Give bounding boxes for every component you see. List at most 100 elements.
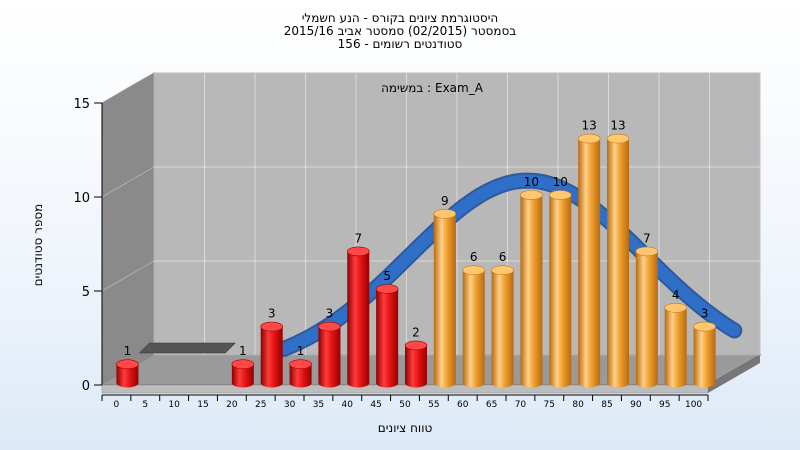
bar-body <box>693 326 716 388</box>
x-tick-label: 40 <box>342 400 354 410</box>
side-wall <box>101 72 155 386</box>
x-tick-label: 95 <box>659 400 670 410</box>
grid-line-side <box>101 72 155 104</box>
bar-body <box>376 289 399 388</box>
x-axis-title: טווח ציונים <box>378 421 433 435</box>
floor-edge-front <box>101 384 709 394</box>
x-tick-label: 5 <box>142 400 148 410</box>
x-tick-label: 10 <box>168 400 180 410</box>
x-tick-label: 0 <box>114 400 120 410</box>
bar <box>606 133 630 388</box>
bar-data-label: 3 <box>326 307 334 321</box>
bar-data-label: 13 <box>610 119 625 133</box>
bar <box>375 284 399 388</box>
bar <box>520 190 543 388</box>
grid-line-side <box>101 166 155 198</box>
bar-top <box>606 133 630 144</box>
title-line-3: סטודנטים רשומים - 156 <box>337 37 463 51</box>
bar-body <box>116 364 139 388</box>
bar-top <box>491 265 514 276</box>
title-line-2: בסמסטר (02/2015) סמסטר אביב 2015/16 <box>283 24 517 38</box>
bar-top <box>346 246 370 257</box>
bar <box>116 359 139 388</box>
bar-data-label: 6 <box>470 250 478 264</box>
bar-data-label: 3 <box>268 307 276 321</box>
bar-body <box>607 138 629 388</box>
bar-data-label: 7 <box>354 231 362 245</box>
bar-top <box>260 321 284 332</box>
bar-data-label: 7 <box>643 231 651 245</box>
bar <box>635 246 659 388</box>
bar-data-label: 10 <box>524 175 539 189</box>
x-tick-label: 75 <box>544 400 555 410</box>
bar-data-label: 13 <box>582 119 597 133</box>
x-tick-label: 80 <box>572 400 584 410</box>
bar-body <box>433 213 456 388</box>
bar-top <box>577 133 601 144</box>
empty-bins-strip <box>138 342 237 354</box>
bar <box>433 209 457 388</box>
y-axis-title: מספר סטודנטים <box>31 204 45 287</box>
bar-top <box>433 209 457 219</box>
bar-top <box>375 284 399 294</box>
bar-data-label: 1 <box>124 344 132 358</box>
bar <box>289 359 312 388</box>
bar-body <box>549 195 572 388</box>
bar-top <box>116 359 139 370</box>
x-tick-label: 100 <box>685 400 702 410</box>
bar <box>491 265 514 388</box>
bar <box>318 321 341 388</box>
floor-edge-right <box>708 355 760 393</box>
bar <box>404 340 428 388</box>
chart-title: היסטוגרמת ציונים בקורס - הנע חשמלי בסמסט… <box>200 12 600 51</box>
x-tick-label: 55 <box>428 400 439 410</box>
x-tick-label: 50 <box>399 400 411 410</box>
y-tick-label: 0 <box>82 379 90 394</box>
bar-data-label: 9 <box>441 194 449 208</box>
bar-data-label: 1 <box>239 344 247 358</box>
x-tick-label: 15 <box>197 400 208 410</box>
title-line-1: היסטוגרמת ציונים בקורס - הנע חשמלי <box>301 11 499 25</box>
bar-top <box>635 246 659 257</box>
bar <box>548 190 572 388</box>
x-tick-label: 35 <box>313 400 324 410</box>
bar-body <box>289 364 312 388</box>
bar-body <box>231 364 254 388</box>
x-tick-label: 65 <box>486 400 497 410</box>
x-tick-label: 60 <box>457 400 469 410</box>
bar-data-label: 10 <box>553 175 568 189</box>
bar-body <box>318 326 341 388</box>
bar-body <box>578 138 601 388</box>
x-tick-label: 20 <box>226 400 238 410</box>
bar-top <box>664 302 688 313</box>
bar-top <box>318 321 341 332</box>
y-tick-label: 5 <box>82 285 90 300</box>
bar-top <box>404 340 428 351</box>
bar-body <box>347 251 370 388</box>
x-tick-label: 30 <box>284 400 296 410</box>
bar-top <box>289 359 312 370</box>
bar <box>346 246 370 388</box>
bar-body <box>260 326 283 388</box>
bar-data-label: 3 <box>701 307 709 321</box>
bar <box>462 265 486 388</box>
chart-subtitle: Exam_A : במשימה <box>381 81 484 95</box>
bar-top <box>693 321 716 332</box>
grid-line-side <box>101 260 155 292</box>
x-tick-label: 25 <box>255 400 266 410</box>
bar-top <box>548 190 572 200</box>
bar <box>693 321 716 388</box>
bar-body <box>664 307 687 388</box>
bar-data-label: 6 <box>499 250 507 264</box>
x-tick-label: 70 <box>515 400 527 410</box>
bar <box>577 133 601 388</box>
x-tick-label: 45 <box>370 400 381 410</box>
bar-top <box>231 359 255 370</box>
bar-top <box>462 265 486 276</box>
bar-data-label: 4 <box>672 288 680 302</box>
bar <box>260 321 284 388</box>
bar-data-label: 5 <box>383 269 391 283</box>
y-tick-label: 10 <box>73 191 90 206</box>
x-tick-label: 85 <box>601 400 612 410</box>
bar-body <box>491 270 514 388</box>
